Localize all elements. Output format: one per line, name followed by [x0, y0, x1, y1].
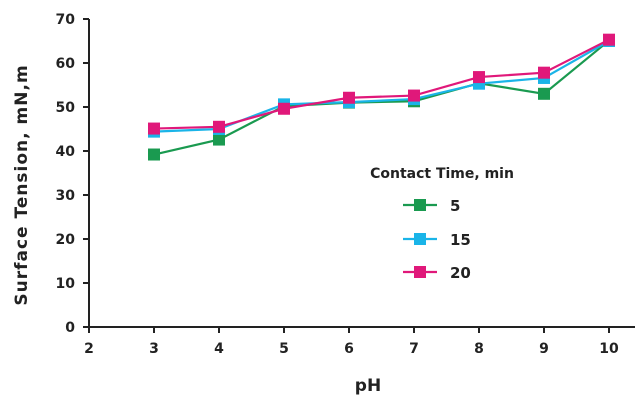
data-point [213, 120, 225, 133]
data-point [408, 89, 420, 102]
legend-title: Contact Time, min [370, 166, 514, 182]
series-line [153, 40, 610, 133]
data-point [278, 102, 290, 115]
x-tick-label: 4 [214, 341, 224, 357]
x-tick-label: 3 [149, 341, 159, 357]
legend-marker [414, 266, 426, 278]
legend-item-5: 5 [403, 197, 460, 215]
legend-marker [414, 233, 426, 245]
data-point [343, 91, 355, 104]
legend-label: 20 [450, 264, 471, 282]
series-line [153, 39, 610, 156]
series-20 [148, 33, 615, 135]
tick-labels: 0 10 20 30 40 50 60 70 2 3 4 5 6 7 8 9 10 [56, 12, 619, 357]
y-axis-label: Surface Tension, mN,m [12, 64, 32, 305]
y-tick-label: 10 [56, 276, 76, 292]
axes [83, 18, 635, 333]
data-point [538, 87, 550, 100]
x-tick-label: 8 [474, 341, 484, 357]
series-lines [148, 33, 615, 161]
data-point [603, 33, 615, 46]
data-point [148, 148, 160, 161]
y-tick-label: 20 [56, 232, 76, 248]
x-tick-label: 5 [279, 341, 289, 357]
data-point [538, 66, 550, 79]
x-axis-label: pH [355, 376, 381, 396]
y-tick-label: 70 [56, 12, 76, 28]
y-tick-label: 40 [56, 144, 76, 160]
x-tick-label: 10 [599, 341, 619, 357]
legend-item-15: 15 [403, 231, 471, 249]
legend-label: 15 [450, 231, 471, 249]
legend-marker [414, 199, 426, 211]
y-tick-label: 0 [65, 320, 75, 336]
x-tick-label: 6 [344, 341, 354, 357]
x-tick-label: 7 [409, 341, 419, 357]
x-tick-label: 2 [84, 341, 94, 357]
legend: Contact Time, min 5 15 20 [370, 166, 514, 282]
series-line [153, 38, 610, 130]
y-tick-label: 50 [56, 100, 76, 116]
data-point [148, 122, 160, 135]
data-point [473, 71, 485, 84]
x-tick-label: 9 [539, 341, 549, 357]
y-tick-label: 60 [56, 56, 76, 72]
y-tick-label: 30 [56, 188, 76, 204]
legend-item-20: 20 [403, 264, 471, 282]
data-point [213, 133, 225, 146]
legend-label: 5 [450, 197, 460, 215]
